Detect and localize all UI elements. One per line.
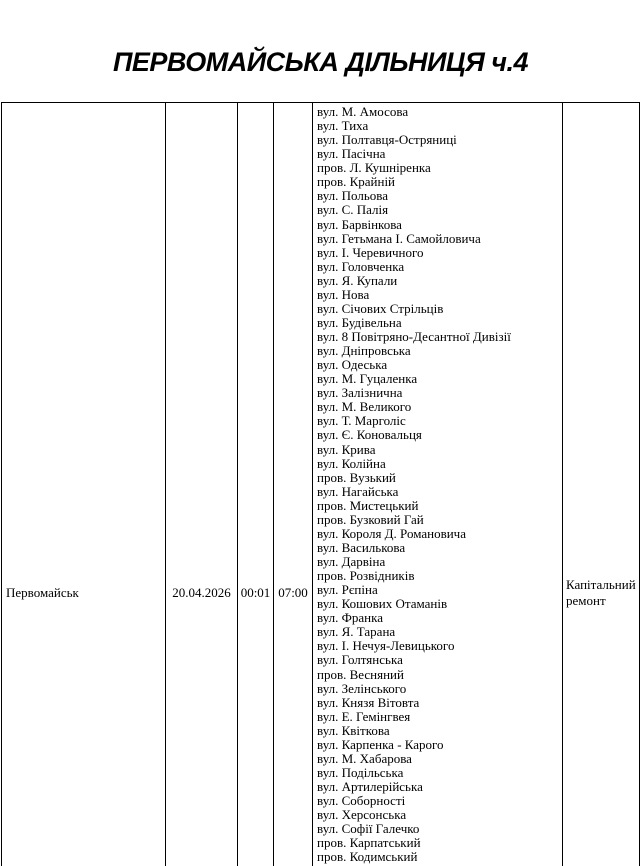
street-item: пров. Розвідників — [317, 568, 415, 584]
street-item: пров. Кодимський — [317, 849, 418, 865]
street-item: вул. Є. Коновальця — [317, 427, 422, 443]
street-item: вул. Нова — [317, 286, 370, 302]
street-item: вул. Подільська — [317, 764, 404, 780]
outage-schedule-table: Первомайськ 20.04.2026 00:01 07:00 вул. … — [1, 102, 640, 866]
street-item: вул. Нагайська — [317, 483, 399, 499]
street-item: пров. Крайній — [317, 174, 396, 190]
street-item: вул. Я. Тарана — [317, 624, 396, 640]
streets-cell: вул. М. Амосова вул. Тиха вул. Полтавця-Ос… — [312, 102, 563, 866]
street-item: вул. Дніпровська — [317, 343, 411, 359]
street-item: пров. Карпатський — [317, 835, 421, 851]
street-item: пров. Бузковий Гай — [317, 511, 424, 527]
street-item: вул. Короля Д. Романовича — [317, 525, 466, 541]
street-item: пров. Мистецький — [317, 497, 419, 513]
time-start-cell: 00:01 — [237, 102, 274, 866]
street-item: пров. Весняний — [317, 666, 404, 682]
street-item: вул. Колійна — [317, 455, 386, 471]
street-item: пров. Л. Кушніренка — [317, 160, 431, 176]
page-title: ПЕРВОМАЙСЬКА ДІЛЬНИЦЯ ч.4 — [112, 47, 529, 77]
street-item: вул. Князя Вітовта — [317, 694, 420, 710]
street-item: вул. Василькова — [317, 539, 406, 555]
street-item: вул. Полтавця-Остряниці — [317, 132, 457, 148]
street-item: вул. Одеська — [317, 357, 388, 373]
street-item: пров. Вузький — [317, 469, 396, 485]
street-item: вул. М. Великого — [317, 399, 412, 415]
street-item: вул. І. Черевичного — [317, 244, 424, 260]
table-row: Первомайськ 20.04.2026 00:01 07:00 вул. … — [1, 102, 640, 866]
city-cell: Первомайськ — [1, 102, 166, 866]
street-item: вул. Тиха — [317, 118, 369, 134]
street-item: вул. М. Хабарова — [317, 750, 412, 766]
street-item: вул. Соборності — [317, 793, 406, 809]
date-cell: 20.04.2026 — [165, 102, 238, 866]
street-item: вул. Квіткова — [317, 722, 390, 738]
street-item: вул. І. Нечуя-Левицького — [317, 638, 455, 654]
street-item: вул. Т. Марголіс — [317, 413, 406, 429]
work-type-cell: Капітальний ремонт — [562, 102, 640, 866]
street-item: вул. Залізнична — [317, 385, 403, 401]
street-item: вул. 8 Повітряно-Десантної Дивізії — [317, 329, 511, 344]
street-item: вул. Січових Стрільців — [317, 300, 444, 316]
street-item: вул. Софії Галечко — [317, 821, 420, 837]
street-item: вул. Карпенка - Карого — [317, 736, 444, 752]
street-item: вул. Головченка — [317, 258, 405, 274]
street-item: вул. Будівельна — [317, 314, 402, 330]
street-item: вул. Голтянська — [317, 652, 403, 668]
street-item: вул. Гетьмана І. Самойловича — [317, 230, 481, 246]
street-item: вул. Херсонська — [317, 807, 407, 823]
street-item: вул. Польова — [317, 188, 388, 204]
street-item: вул. М. Амосова — [317, 104, 409, 119]
street-item: вул. Зелінського — [317, 680, 407, 696]
street-item: вул. С. Палія — [317, 202, 389, 218]
street-item: вул. Франка — [317, 610, 383, 626]
street-item: вул. М. Гуцаленка — [317, 371, 418, 387]
street-item: вул. Кошових Отаманів — [317, 596, 448, 612]
street-list: вул. М. Амосова вул. Тиха вул. Полтавця-Ос… — [317, 104, 562, 865]
time-end-cell: 07:00 — [273, 102, 313, 866]
street-item: вул. Дарвіна — [317, 554, 386, 569]
street-item: вул. Крива — [317, 441, 376, 457]
street-item: вул. Е. Гемінгвея — [317, 708, 411, 724]
street-item: вул. Барвінкова — [317, 216, 402, 232]
street-item: вул. Я. Купали — [317, 272, 398, 288]
street-item: вул. Рєпіна — [317, 582, 378, 598]
street-item: вул. Артилерійська — [317, 779, 423, 794]
street-item: вул. Пасічна — [317, 146, 386, 162]
